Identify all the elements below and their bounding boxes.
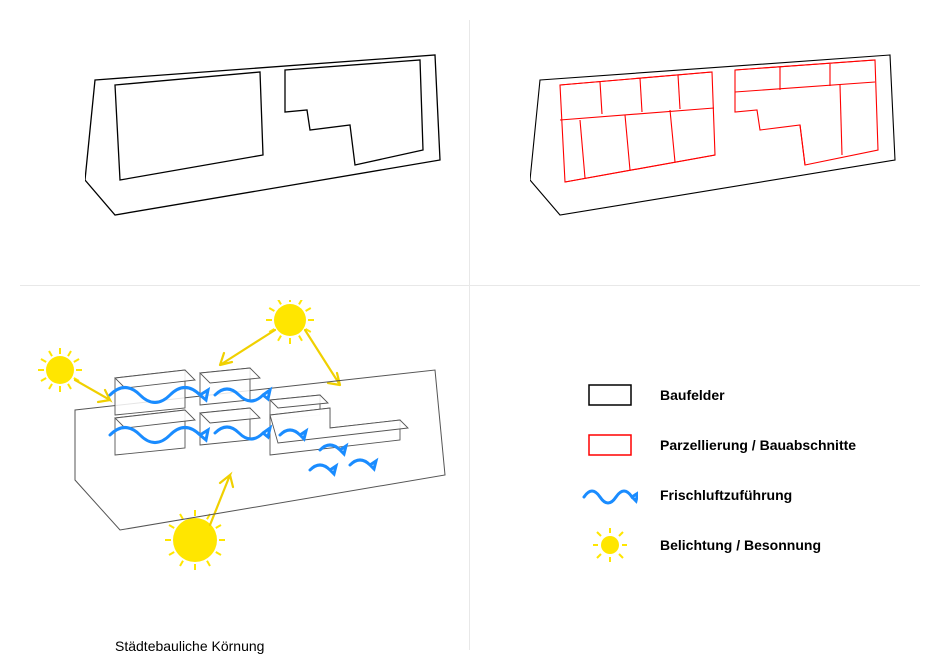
- panel-baufelder: [85, 50, 445, 220]
- panel-axon: [20, 300, 460, 580]
- black-rect-icon: [580, 375, 640, 415]
- horizontal-divider: [20, 285, 920, 286]
- legend-label: Belichtung / Besonnung: [660, 537, 821, 553]
- sun-icon: [580, 525, 640, 565]
- legend: Baufelder Parzellierung / Bauabschnitte …: [580, 370, 920, 570]
- legend-label: Baufelder: [660, 387, 725, 403]
- legend-row-frischluft: Frischluftzuführung: [580, 470, 920, 520]
- legend-row-belichtung: Belichtung / Besonnung: [580, 520, 920, 570]
- caption-text: Städtebauliche Körnung: [115, 638, 264, 654]
- diagram-canvas: Baufelder Parzellierung / Bauabschnitte …: [0, 0, 940, 671]
- wave-icon: [580, 475, 640, 515]
- legend-row-baufelder: Baufelder: [580, 370, 920, 420]
- legend-label: Parzellierung / Bauabschnitte: [660, 437, 856, 453]
- legend-row-parzellierung: Parzellierung / Bauabschnitte: [580, 420, 920, 470]
- vertical-divider: [469, 20, 470, 650]
- legend-label: Frischluftzuführung: [660, 487, 792, 503]
- red-rect-icon: [580, 425, 640, 465]
- panel-parzellierung: [530, 50, 905, 220]
